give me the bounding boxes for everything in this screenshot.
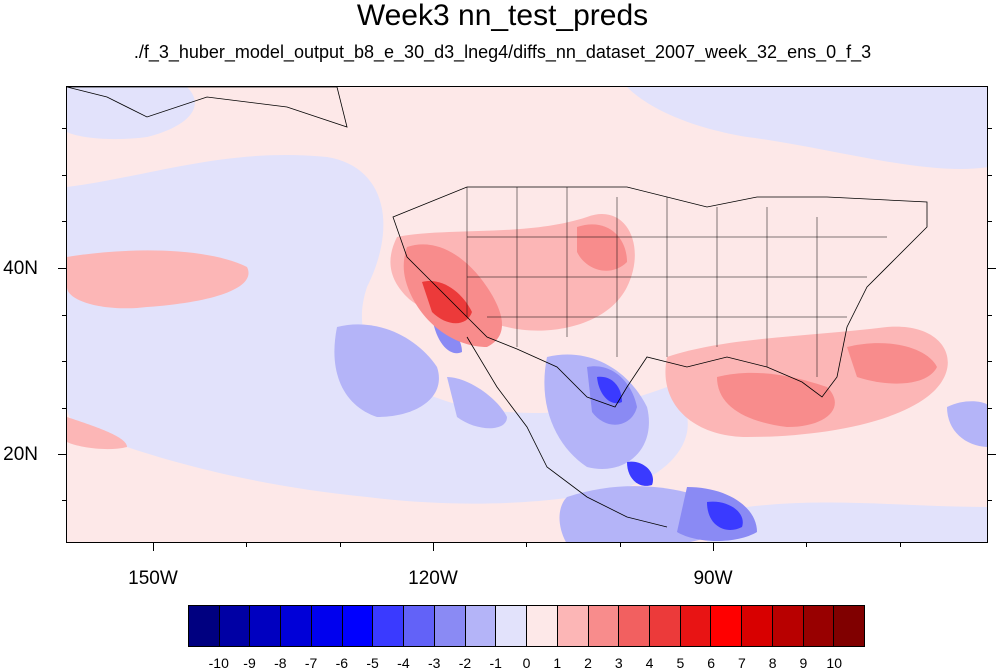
colorbar-swatch — [527, 606, 558, 646]
colorbar-swatch — [404, 606, 435, 646]
colorbar-swatch — [619, 606, 651, 646]
colorbar-swatch — [772, 606, 804, 646]
colorbar-swatch — [742, 606, 773, 646]
y-minor-tick — [988, 408, 992, 409]
contour-map — [67, 87, 987, 542]
colorbar-label: 7 — [738, 655, 746, 671]
y-minor-tick — [62, 128, 66, 129]
colorbar-label: -4 — [397, 655, 410, 671]
y-minor-tick — [62, 175, 66, 176]
colorbar-label: -8 — [274, 655, 287, 671]
lat-label-20n: 20N — [3, 444, 38, 465]
lon-label-150w: 150W — [128, 568, 178, 589]
y-minor-tick — [62, 408, 66, 409]
chart-subtitle: ./f_3_huber_model_output_b8_e_30_d3_lneg… — [133, 42, 872, 62]
contour-blue-region — [447, 377, 507, 429]
colorbar-swatch — [588, 606, 620, 646]
colorbar-label: 1 — [553, 655, 562, 671]
colorbar — [188, 605, 865, 647]
y-tick — [988, 268, 996, 269]
contour-light-blue-region — [67, 87, 195, 140]
contour-dark-blue-region — [627, 461, 653, 486]
map-panel — [66, 86, 988, 543]
colorbar-swatch — [680, 606, 712, 646]
lon-label-120w: 120W — [408, 568, 458, 589]
colorbar-swatch — [281, 606, 312, 646]
colorbar-swatch — [650, 606, 681, 646]
x-minor-tick — [526, 543, 527, 547]
y-minor-tick — [62, 315, 66, 316]
colorbar-label: 0 — [522, 655, 531, 671]
contour-light-blue-region — [67, 154, 688, 504]
colorbar-label: -2 — [458, 655, 472, 671]
contour-blue-region — [334, 324, 439, 417]
colorbar-swatch — [834, 606, 865, 646]
x-tick — [713, 543, 714, 551]
colorbar-label: 8 — [768, 655, 777, 671]
x-minor-tick — [900, 543, 901, 547]
colorbar-label: -10 — [208, 655, 229, 671]
colorbar-label: -7 — [304, 655, 318, 671]
colorbar-swatch — [434, 606, 466, 646]
contour-light-blue-region — [707, 502, 987, 542]
colorbar-swatch — [557, 606, 589, 646]
chart-title: Week3 nn_test_preds — [356, 0, 649, 32]
colorbar-label: -1 — [489, 655, 502, 671]
colorbar-label: 10 — [826, 655, 842, 671]
x-minor-tick — [806, 543, 807, 547]
y-minor-tick — [62, 361, 66, 362]
contour-red-region — [577, 224, 627, 271]
colorbar-label: 2 — [584, 655, 592, 671]
lat-label-40n: 40N — [3, 258, 38, 279]
colorbar-swatch — [496, 606, 528, 646]
x-minor-tick — [620, 543, 621, 547]
colorbar-label: 6 — [707, 655, 716, 671]
colorbar-label: -9 — [243, 655, 256, 671]
x-minor-tick — [340, 543, 341, 547]
contour-red-region — [717, 372, 835, 427]
colorbar-swatch — [803, 606, 835, 646]
y-minor-tick — [988, 361, 992, 362]
lon-label-90w: 90W — [693, 568, 733, 589]
y-minor-tick — [988, 315, 992, 316]
y-minor-tick — [988, 221, 992, 222]
y-tick — [58, 454, 66, 455]
colorbar-label: -3 — [427, 655, 441, 671]
x-tick — [433, 543, 434, 551]
colorbar-swatch — [311, 606, 343, 646]
contour-dark-blue-region — [707, 501, 743, 530]
x-minor-tick — [246, 543, 247, 547]
colorbar-swatch — [342, 606, 374, 646]
state-borders — [466, 187, 887, 377]
colorbar-label: 3 — [614, 655, 623, 671]
colorbar-swatch — [465, 606, 497, 646]
y-minor-tick — [988, 175, 992, 176]
colorbar-label: 5 — [676, 655, 685, 671]
colorbar-swatch — [189, 606, 220, 646]
x-tick — [153, 543, 154, 551]
y-tick — [58, 268, 66, 269]
colorbar-label: 4 — [645, 655, 654, 671]
y-minor-tick — [62, 221, 66, 222]
contour-light-red-region — [67, 417, 127, 450]
colorbar-swatch — [250, 606, 282, 646]
colorbar-label: 9 — [799, 655, 808, 671]
contour-dark-blue-region — [597, 376, 622, 404]
y-tick — [988, 454, 996, 455]
contour-light-red-region — [67, 250, 249, 309]
y-minor-tick — [988, 500, 992, 501]
contour-blue-region — [947, 401, 987, 447]
contour-red-region — [847, 343, 937, 384]
y-minor-tick — [988, 128, 992, 129]
coastline — [67, 87, 348, 128]
colorbar-swatch — [373, 606, 405, 646]
colorbar-label: -5 — [366, 655, 379, 671]
coastline — [466, 336, 668, 528]
contour-light-blue-region — [627, 87, 987, 169]
colorbar-swatch — [219, 606, 251, 646]
contour-strong-red-region — [422, 281, 472, 324]
y-minor-tick — [62, 500, 66, 501]
colorbar-label: -6 — [335, 655, 349, 671]
colorbar-swatch — [711, 606, 743, 646]
